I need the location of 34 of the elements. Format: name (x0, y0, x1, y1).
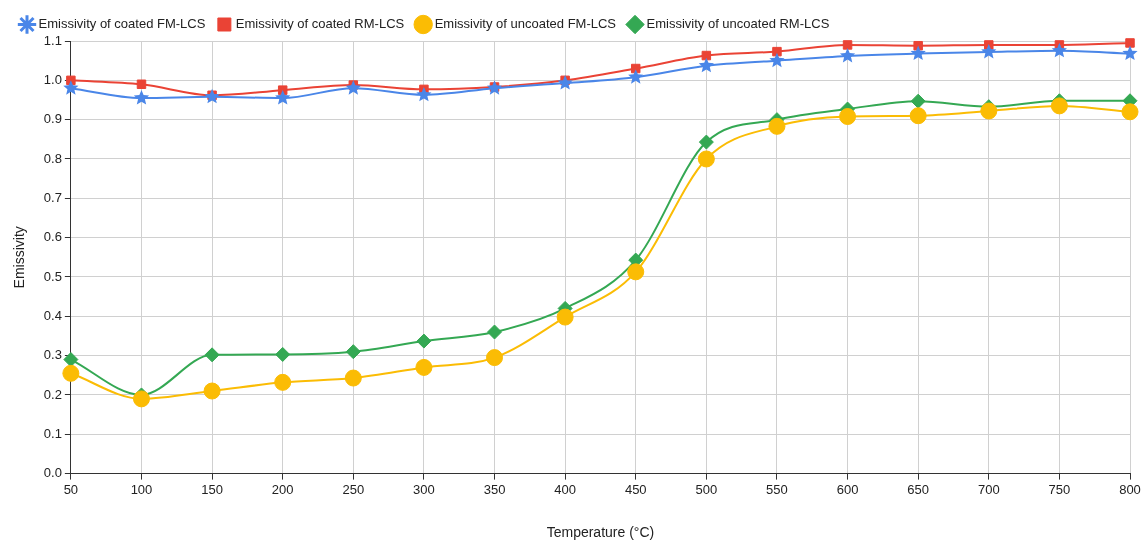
y-tick-label: 0.8 (43, 150, 62, 166)
y-tick-label: 1.0 (43, 71, 62, 87)
legend-label: Emissivity of coated RM-LCS (235, 16, 405, 32)
x-tick-label: 700 (977, 481, 1000, 497)
y-tick-label: 0.0 (43, 465, 62, 481)
x-tick-label: 550 (766, 481, 788, 497)
x-tick-label: 300 (413, 481, 435, 497)
y-tick-label: 1.1 (43, 32, 62, 48)
x-axis-title: Temperature (°C) (546, 524, 655, 541)
y-axis-title: Emissivity (11, 226, 28, 289)
x-tick-label: 450 (624, 481, 647, 497)
x-tick-label: 250 (342, 481, 365, 497)
y-tick-label: 0.3 (43, 347, 62, 363)
x-tick-label: 350 (483, 481, 506, 497)
x-tick-label: 50 (63, 481, 79, 497)
x-tick-label: 500 (695, 481, 718, 497)
y-tick-label: 0.2 (43, 386, 62, 402)
legend-label: Emissivity of uncoated FM-LCS (434, 16, 617, 32)
legend-label: Emissivity of uncoated RM-LCS (646, 16, 830, 32)
x-tick-label: 150 (201, 481, 223, 497)
y-tick-label: 0.9 (43, 111, 62, 127)
x-tick-label: 400 (554, 481, 576, 497)
x-tick-label: 200 (271, 481, 294, 497)
x-tick-label: 750 (1048, 481, 1071, 497)
x-tick-label: 650 (907, 481, 930, 497)
y-tick-label: 0.7 (43, 189, 62, 205)
legend-label: Emissivity of coated FM-LCS (38, 16, 206, 32)
x-tick-label: 100 (130, 481, 153, 497)
x-tick-label: 600 (836, 481, 859, 497)
y-tick-label: 0.4 (43, 307, 62, 323)
x-tick-label: 800 (1119, 481, 1141, 497)
y-tick-label: 0.5 (43, 268, 62, 284)
y-tick-label: 0.6 (43, 229, 62, 245)
y-tick-label: 0.1 (43, 425, 62, 441)
